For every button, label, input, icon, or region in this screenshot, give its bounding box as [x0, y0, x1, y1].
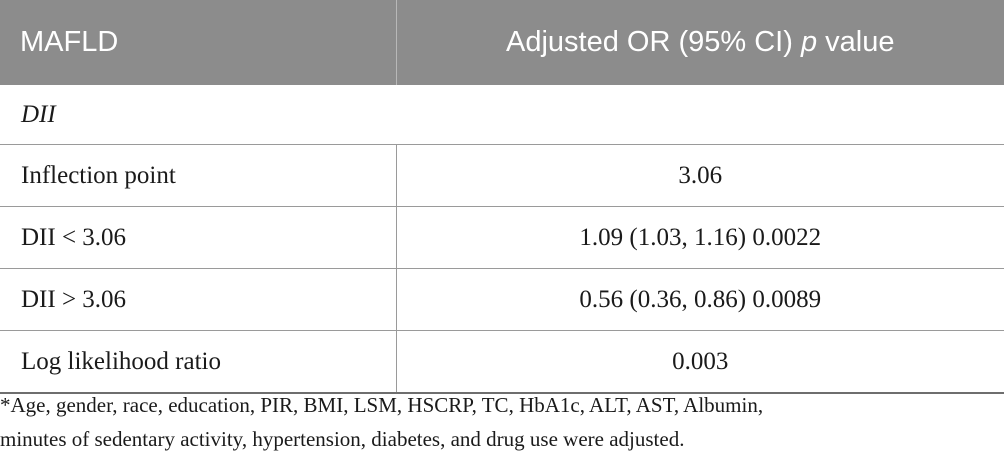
- header-row: MAFLD Adjusted OR (95% CI) p value: [0, 0, 1004, 85]
- footnote-line-1: *Age, gender, race, education, PIR, BMI,…: [0, 393, 764, 417]
- row-label: Log likelihood ratio: [0, 330, 397, 394]
- header-adjusted-or-prefix: Adjusted OR (95% CI): [506, 26, 801, 58]
- row-label: Inflection point: [0, 144, 397, 207]
- header-value-suffix: value: [817, 26, 895, 58]
- header-p-italic: p: [800, 26, 818, 58]
- row-label: DII < 3.06: [0, 206, 397, 269]
- results-table-container: MAFLD Adjusted OR (95% CI) p value DII I…: [0, 0, 1004, 394]
- table-row: DII < 3.06 1.09 (1.03, 1.16) 0.0022: [0, 206, 1004, 269]
- section-row: DII: [0, 85, 1004, 145]
- row-value: 3.06: [396, 144, 1004, 207]
- row-value: 1.09 (1.03, 1.16) 0.0022: [396, 206, 1004, 269]
- footnote-line-2: minutes of sedentary activity, hypertens…: [0, 427, 685, 451]
- header-mafld: MAFLD: [0, 0, 397, 85]
- row-value: 0.56 (0.36, 0.86) 0.0089: [396, 268, 1004, 331]
- section-label-dii: DII: [0, 85, 1004, 145]
- table-row: DII > 3.06 0.56 (0.36, 0.86) 0.0089: [0, 268, 1004, 331]
- row-value: 0.003: [396, 330, 1004, 394]
- table-body: DII Inflection point 3.06 DII < 3.06 1.0…: [0, 85, 1004, 394]
- table-row: Inflection point 3.06: [0, 144, 1004, 207]
- table-footnote: *Age, gender, race, education, PIR, BMI,…: [0, 388, 1004, 456]
- results-table: MAFLD Adjusted OR (95% CI) p value DII I…: [0, 0, 1004, 394]
- table-row: Log likelihood ratio 0.003: [0, 330, 1004, 394]
- header-adjusted-or: Adjusted OR (95% CI) p value: [396, 0, 1004, 85]
- row-label: DII > 3.06: [0, 268, 397, 331]
- table-header: MAFLD Adjusted OR (95% CI) p value: [0, 0, 1004, 85]
